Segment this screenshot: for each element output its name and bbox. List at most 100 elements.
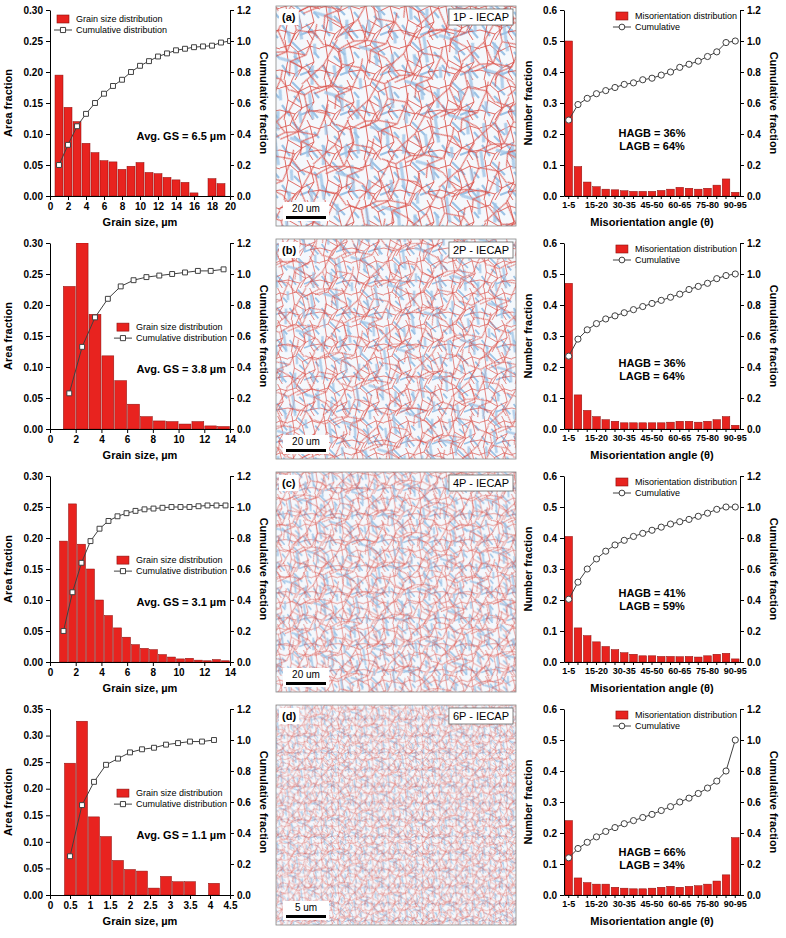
y2-axis-title: Cumulative fraction (768, 518, 780, 621)
tick-mark (633, 429, 634, 432)
tick: 0.10 (24, 362, 50, 373)
tick-mark (230, 709, 234, 710)
tick-mark (150, 895, 151, 899)
tick-mark (740, 662, 744, 663)
annotation: HAGB = 36% (619, 127, 686, 139)
tick-label: 15-20 (585, 666, 608, 676)
tick-label: 2 (66, 201, 72, 212)
tick: 60-65 (668, 196, 691, 210)
bar (657, 656, 665, 662)
tick-label: 0.00 (24, 424, 44, 435)
bar (676, 657, 684, 662)
tick: 0.2 (230, 626, 251, 637)
micrograph-frame (276, 239, 516, 459)
tick: 0.25 (24, 502, 50, 513)
panel-title: 1P - IECAP (453, 11, 509, 23)
x-axis-title: Misorientation angle (θ) (590, 216, 714, 228)
bar (713, 420, 721, 429)
bar (141, 648, 149, 662)
tick (670, 429, 671, 432)
marker (575, 845, 581, 851)
tick: 2.5 (144, 895, 158, 911)
tick: 0.15 (24, 810, 50, 821)
legend-item: Misorientation distribution (616, 244, 737, 254)
tick: 0.4 (230, 362, 251, 373)
tick-label: 18 (207, 201, 219, 212)
micrograph-ground (276, 705, 516, 925)
legend-marker (120, 336, 125, 341)
bar (123, 637, 131, 662)
marker (156, 54, 161, 59)
marker (723, 504, 729, 510)
tick: 15-20 (585, 662, 608, 676)
tick: 0.8 (740, 300, 761, 311)
tick: 0.2 (543, 129, 564, 140)
tick-mark (46, 398, 50, 399)
tick-label: 1-5 (562, 433, 575, 443)
legend-label: Grain size distribution (136, 555, 223, 565)
y2-axis: 0.00.20.40.60.81.01.2 (230, 471, 251, 668)
tick: 1.5 (104, 895, 118, 911)
tick-label: 0.6 (543, 238, 557, 249)
tick-mark (101, 429, 102, 433)
x-axis: 00.511.522.533.544.5 (48, 895, 238, 911)
micrograph (276, 6, 516, 226)
bar (89, 314, 101, 429)
marker (714, 506, 720, 512)
tick-label: 1.2 (747, 704, 761, 715)
tick-mark (86, 196, 87, 200)
tick-mark (679, 662, 680, 665)
legend-label: Misorientation distribution (635, 244, 737, 254)
tick-mark (633, 895, 634, 898)
tick-label: 0.2 (237, 393, 251, 404)
cumulative-line (569, 274, 736, 356)
tick-label: 0.2 (543, 129, 557, 140)
tick-label: 0.6 (543, 471, 557, 482)
tick: 20 (225, 196, 237, 212)
marker (714, 778, 720, 784)
tick-mark (679, 196, 680, 199)
tick-mark (560, 833, 564, 834)
tick: 0.4 (230, 828, 251, 839)
y-axis: 0.000.050.100.150.200.250.30 (24, 238, 51, 435)
marker (723, 272, 729, 278)
y-axis-title: Number fraction (522, 759, 534, 844)
x-axis-title: Misorientation angle (θ) (590, 915, 714, 927)
micrograph-ground (276, 6, 516, 226)
tick (716, 662, 717, 665)
tick-mark (230, 72, 234, 73)
legend-label: Cumulative (635, 22, 680, 32)
bar (208, 179, 216, 196)
legend-swatch (117, 789, 129, 797)
bar (181, 182, 189, 196)
tick-mark (560, 429, 564, 430)
tick (587, 429, 588, 432)
bar (197, 895, 208, 896)
tick: 1.0 (740, 269, 761, 280)
tick-label: 0.8 (237, 533, 251, 544)
legend-item: Misorientation distribution (616, 710, 737, 720)
y-axis: 0.00.10.20.30.40.50.6 (543, 238, 564, 435)
tick-mark (726, 429, 727, 432)
tick: 0.1 (543, 859, 564, 870)
tick-mark (46, 196, 50, 197)
tick (614, 895, 615, 898)
tick-mark (560, 41, 564, 42)
tick-label: 0.25 (24, 502, 44, 513)
marker (612, 542, 618, 548)
scale-bar-box (283, 435, 329, 454)
tick (698, 895, 699, 898)
tick: 4 (99, 662, 105, 678)
tick-mark (560, 802, 564, 803)
tick-label: 0.8 (747, 766, 761, 777)
marker (124, 511, 129, 516)
bar (620, 653, 628, 662)
tick-mark (735, 662, 736, 665)
tick: 14 (225, 429, 237, 445)
bar (213, 660, 221, 662)
tick-mark (176, 196, 177, 200)
tick-mark (127, 429, 128, 433)
tick: 0.6 (230, 797, 251, 808)
tick-mark (230, 103, 234, 104)
scale-bar-label: 20 um (292, 436, 320, 447)
